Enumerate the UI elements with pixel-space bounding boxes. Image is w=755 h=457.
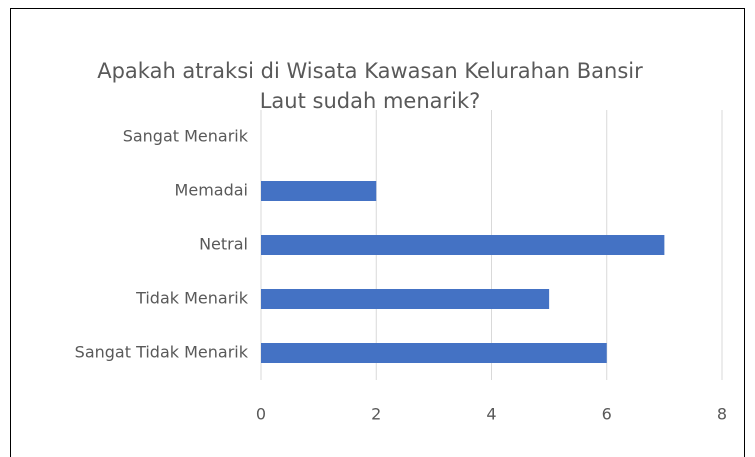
y-tick-label: Memadai [175, 181, 248, 200]
x-tick-label: 4 [486, 405, 496, 424]
y-tick-label: Netral [199, 235, 248, 254]
x-tick-label: 2 [371, 405, 381, 424]
bar [261, 343, 607, 363]
bar [261, 289, 550, 309]
chart-title: Apakah atraksi di Wisata Kawasan Kelurah… [97, 59, 643, 113]
x-tick-label: 6 [602, 405, 612, 424]
bar [261, 235, 665, 255]
x-tick-label: 8 [717, 405, 727, 424]
chart-frame [10, 8, 745, 457]
bar [261, 181, 377, 201]
y-tick-label: Sangat Tidak Menarik [75, 343, 249, 362]
x-tick-label: 0 [256, 405, 266, 424]
y-tick-label: Sangat Menarik [123, 127, 249, 146]
y-tick-label: Tidak Menarik [135, 289, 249, 308]
